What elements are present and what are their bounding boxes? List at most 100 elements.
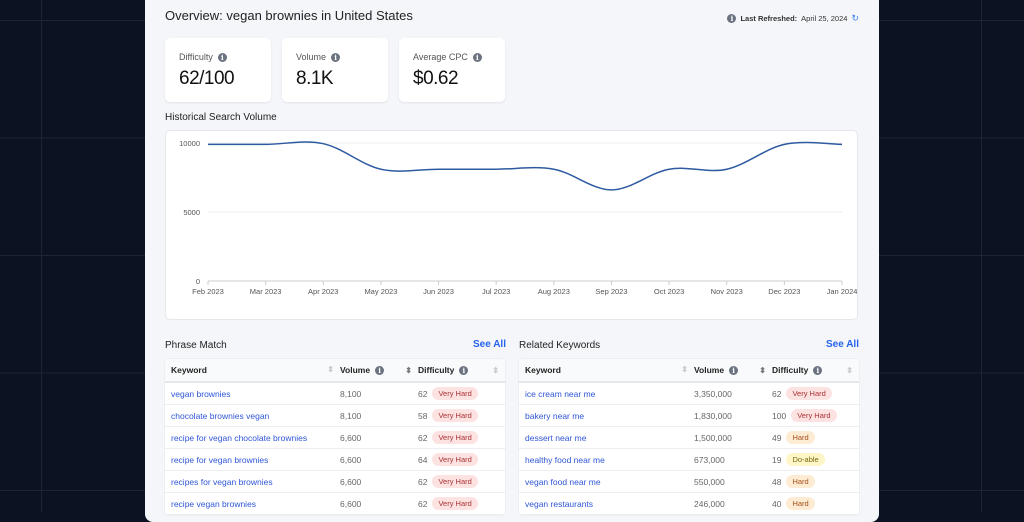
table-row: healthy food near me 673,000 19 Do-able [519,449,859,471]
page-title: Overview: vegan brownies in United State… [165,8,413,23]
keyword-link[interactable]: chocolate brownies vegan [171,410,270,421]
table-row: vegan brownies 8,100 62 Very Hard [165,383,505,405]
keyword-link[interactable]: recipes for vegan brownies [171,476,273,487]
y-tick-label: 0 [196,277,200,286]
x-tick-label: Dec 2023 [768,287,800,296]
volume-cell: 6,600 [340,454,362,465]
volume-cell: 8,100 [340,410,362,421]
x-tick-label: Jan 2024 [827,287,858,296]
difficulty-badge: Hard [786,431,815,444]
metric-value: 8.1K [296,68,334,89]
cpc-card: Average CPC i $0.62 [399,38,505,102]
keyword-link[interactable]: recipe for vegan chocolate brownies [171,432,308,443]
metric-value: $0.62 [413,68,459,89]
sort-icon[interactable]: ⬍ [681,365,688,374]
keyword-link[interactable]: ice cream near me [525,388,596,399]
line-chart: 0 5000 10000 Feb 2023 Mar 2023 Apr 2023 May 20… [179,139,858,296]
table-header: Keyword ⬍ Volume i ⬍ Difficulty i ⬍ [165,359,505,383]
difficulty-score: 49 [772,432,782,443]
volume-column-header[interactable]: Volume i ⬍ [340,365,412,375]
difficulty-score: 48 [772,476,782,487]
difficulty-card: Difficulty i 62/100 [165,38,271,102]
table-header: Keyword ⬍ Volume i ⬍ Difficulty i ⬍ [519,359,859,383]
sort-desc-icon[interactable]: ⬍ [759,365,766,375]
difficulty-score: 62 [418,476,428,487]
sort-icon[interactable]: ⬍ [327,365,334,374]
x-tick-label: Nov 2023 [711,287,743,296]
x-tick-label: Sep 2023 [595,287,627,296]
difficulty-badge: Very Hard [432,409,478,422]
related-see-all-link[interactable]: See All [826,339,859,350]
volume-cell: 3,350,000 [694,388,732,399]
info-icon[interactable]: i [472,52,482,62]
keyword-column-header[interactable]: Keyword ⬍ [525,365,688,375]
y-tick-label: 5000 [183,208,200,217]
sort-icon[interactable]: ⬍ [492,365,499,375]
x-tick-label: Oct 2023 [654,287,684,296]
difficulty-score: 58 [418,410,428,421]
refreshed-label: Last Refreshed: [740,14,798,23]
keyword-link[interactable]: vegan restaurants [525,498,594,509]
volume-cell: 246,000 [694,498,725,509]
y-tick-label: 10000 [179,139,200,148]
difficulty-score: 62 [418,432,428,443]
table-row: bakery near me 1,830,000 100 Very Hard [519,405,859,427]
metric-label: Volume [296,52,327,62]
table-row: ice cream near me 3,350,000 62 Very Hard [519,383,859,405]
table-row: recipe for vegan brownies 6,600 64 Very H… [165,449,505,471]
keyword-link[interactable]: healthy food near me [525,454,605,465]
difficulty-badge: Hard [786,497,815,510]
last-refreshed: i Last Refreshed: April 25, 2024 ↻ [727,13,859,24]
keyword-column-header[interactable]: Keyword ⬍ [171,365,334,375]
keyword-link[interactable]: vegan food near me [525,476,601,487]
table-row: vegan food near me 550,000 48 Hard [519,471,859,493]
phrase-see-all-link[interactable]: See All [473,339,506,350]
keyword-link[interactable]: vegan brownies [171,388,231,399]
difficulty-badge: Very Hard [786,387,832,400]
keyword-link[interactable]: recipe for vegan brownies [171,454,269,465]
sort-icon[interactable]: ⬍ [846,365,853,375]
info-icon[interactable]: i [331,52,341,62]
difficulty-badge: Very Hard [432,431,478,444]
difficulty-score: 19 [772,454,782,465]
info-icon[interactable]: i [727,14,737,23]
info-icon[interactable]: i [375,365,385,375]
table-row: chocolate brownies vegan 8,100 58 Very Ha… [165,405,505,427]
volume-column-header[interactable]: Volume i ⬍ [694,365,766,375]
x-tick-label: Jul 2023 [482,287,510,296]
volume-cell: 8,100 [340,388,362,399]
volume-cell: 550,000 [694,476,725,487]
difficulty-score: 64 [418,454,428,465]
phrase-match-table: Keyword ⬍ Volume i ⬍ Difficulty i ⬍ vegan brown… [165,359,505,515]
keyword-link[interactable]: bakery near me [525,410,585,421]
related-keywords-table: Keyword ⬍ Volume i ⬍ Difficulty i ⬍ ice cream n… [519,359,859,515]
info-icon[interactable]: i [217,52,227,62]
table-row: dessert near me 1,500,000 49 Hard [519,427,859,449]
info-icon[interactable]: i [813,365,823,375]
x-tick-label: Mar 2023 [250,287,282,296]
keyword-link[interactable]: dessert near me [525,432,587,443]
volume-cell: 1,500,000 [694,432,732,443]
x-tick-label: Jun 2023 [423,287,454,296]
refreshed-date: April 25, 2024 [801,14,848,23]
table-row: recipe for vegan chocolate brownies 6,60… [165,427,505,449]
sort-desc-icon[interactable]: ⬍ [405,365,412,375]
difficulty-badge: Hard [786,475,815,488]
x-tick-label: May 2023 [364,287,397,296]
difficulty-column-header[interactable]: Difficulty i ⬍ [772,365,853,375]
difficulty-score: 62 [418,498,428,509]
volume-cell: 6,600 [340,476,362,487]
metric-label: Average CPC [413,52,468,62]
info-icon[interactable]: i [729,365,739,375]
volume-card: Volume i 8.1K [282,38,388,102]
keyword-link[interactable]: recipe vegan brownies [171,498,257,509]
difficulty-column-header[interactable]: Difficulty i ⬍ [418,365,499,375]
info-icon[interactable]: i [459,365,469,375]
volume-cell: 6,600 [340,432,362,443]
refresh-icon[interactable]: ↻ [851,13,859,23]
phrase-match-title: Phrase Match [165,340,227,351]
x-tick-label: Aug 2023 [538,287,570,296]
volume-cell: 673,000 [694,454,725,465]
table-row: recipes for vegan brownies 6,600 62 Very … [165,471,505,493]
difficulty-badge: Very Hard [432,387,478,400]
